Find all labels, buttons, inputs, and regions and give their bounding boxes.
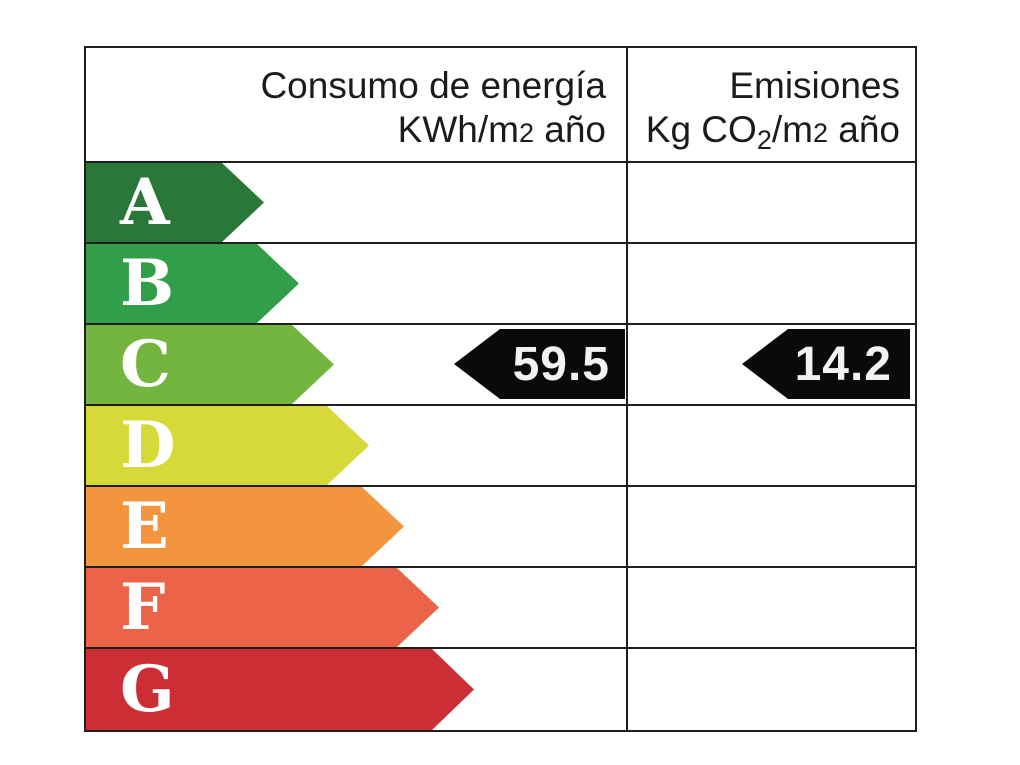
emissions-value-arrow: 14.2 xyxy=(742,329,910,399)
band-c-arrow: C xyxy=(86,325,334,404)
consumption-header-title: Consumo de energía xyxy=(260,65,606,106)
units-text: KWh/m xyxy=(397,109,519,150)
emissions-value: 14.2 xyxy=(794,337,892,391)
co2-subscript: 2 xyxy=(756,125,772,155)
rating-row-e: E xyxy=(86,487,915,568)
band-c-letter: C xyxy=(120,326,171,402)
band-f-arrow: F xyxy=(86,568,439,647)
band-e-arrow: E xyxy=(86,487,404,566)
emissions-header-units: Kg CO2/m2 año xyxy=(630,108,900,155)
rating-row-c: C 59.5 14.2 xyxy=(86,325,915,406)
rating-row-b: B xyxy=(86,244,915,325)
units-suffix: año xyxy=(533,109,606,150)
rating-table: Consumo de energía KWh/m2 año Emisiones … xyxy=(84,46,917,732)
consumption-value-arrow: 59.5 xyxy=(454,329,625,399)
rating-row-f: F xyxy=(86,568,915,649)
units-text: /m xyxy=(771,109,813,150)
consumption-header-units: KWh/m2 año xyxy=(86,108,606,155)
units-suffix: año xyxy=(827,109,900,150)
rating-row-d: D xyxy=(86,406,915,487)
band-a-arrow: A xyxy=(86,163,264,242)
units-exponent: 2 xyxy=(812,118,828,148)
column-divider xyxy=(626,48,628,730)
rating-row-a: A xyxy=(86,163,915,244)
units-text: Kg CO xyxy=(645,109,757,150)
band-d-letter: D xyxy=(120,407,176,483)
emissions-header-title: Emisiones xyxy=(729,65,900,106)
rating-row-g: G xyxy=(86,649,915,730)
band-g-letter: G xyxy=(120,651,175,727)
band-e-letter: E xyxy=(120,488,169,564)
units-exponent: 2 xyxy=(518,118,534,148)
table-header: Consumo de energía KWh/m2 año Emisiones … xyxy=(86,48,915,163)
band-a-letter: A xyxy=(120,164,170,240)
consumption-header: Consumo de energía KWh/m2 año xyxy=(86,48,626,161)
band-d-arrow: D xyxy=(86,406,369,485)
consumption-value: 59.5 xyxy=(512,337,610,391)
band-b-letter: B xyxy=(120,245,175,321)
emissions-header: Emisiones Kg CO2/m2 año xyxy=(626,48,915,161)
band-f-letter: F xyxy=(120,569,166,645)
band-g-arrow: G xyxy=(86,649,474,730)
band-b-arrow: B xyxy=(86,244,299,323)
